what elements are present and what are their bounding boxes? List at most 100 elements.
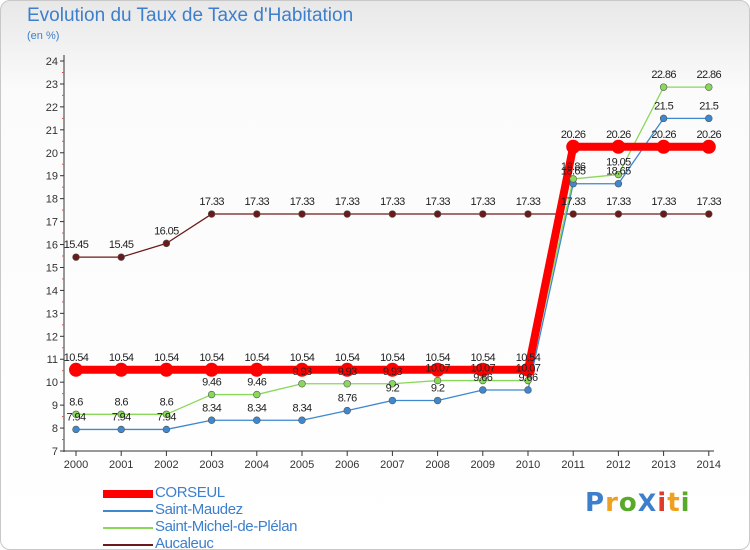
data-point-aucaleuc (72, 253, 80, 261)
y-tick-label: 8 (52, 423, 58, 435)
data-label-saint-michel-de-pl-lan: 19.05 (606, 157, 631, 169)
legend-label: Aucaleuc (155, 535, 214, 550)
data-point-corseul (204, 362, 219, 377)
data-label-corseul: 10.54 (109, 352, 134, 364)
x-tick-label: 2003 (199, 459, 223, 471)
data-label-corseul: 10.54 (380, 352, 405, 364)
legend-swatch (103, 510, 153, 512)
y-tick-label: 9 (52, 400, 58, 412)
y-tick-label: 12 (46, 331, 58, 343)
data-label-corseul: 10.54 (199, 352, 224, 364)
data-label-aucaleuc: 17.33 (380, 196, 405, 208)
data-point-saint-michel-de-pl-lan (298, 380, 306, 388)
data-label-aucaleuc: 17.33 (651, 196, 676, 208)
data-point-corseul (114, 362, 129, 377)
data-point-corseul (701, 139, 716, 154)
data-label-saint-michel-de-pl-lan: 10.07 (425, 363, 450, 375)
data-label-corseul: 10.54 (335, 352, 360, 364)
data-label-aucaleuc: 17.33 (290, 196, 315, 208)
x-tick-label: 2002 (154, 459, 178, 471)
data-label-aucaleuc: 17.33 (516, 196, 541, 208)
data-label-saint-maudez: 8.34 (292, 402, 311, 414)
x-tick-label: 2000 (64, 459, 88, 471)
data-point-saint-michel-de-pl-lan (207, 390, 216, 399)
unit-label: (en %) (27, 30, 60, 42)
data-point-saint-maudez (659, 114, 668, 123)
data-label-aucaleuc: 15.45 (64, 239, 89, 251)
data-label-aucaleuc: 17.33 (335, 196, 360, 208)
logo-letter: i (680, 488, 691, 518)
data-point-saint-maudez (343, 406, 351, 415)
data-point-saint-maudez (388, 396, 397, 405)
data-label-saint-michel-de-pl-lan: 9.46 (247, 377, 266, 389)
data-point-corseul (566, 139, 581, 154)
data-point-saint-maudez (72, 425, 80, 434)
data-point-saint-maudez (614, 180, 623, 188)
data-point-corseul (249, 362, 264, 377)
y-tick-label: 23 (46, 79, 58, 91)
logo-letter: t (667, 488, 681, 518)
data-label-saint-maudez: 7.94 (66, 411, 85, 423)
data-point-saint-michel-de-pl-lan (253, 390, 261, 399)
data-label-aucaleuc: 16.05 (154, 225, 179, 237)
data-point-aucaleuc (479, 210, 487, 218)
data-point-saint-maudez (524, 386, 532, 394)
data-label-saint-michel-de-pl-lan: 22.86 (651, 69, 676, 81)
data-label-saint-michel-de-pl-lan: 9.46 (202, 377, 221, 389)
data-label-corseul: 10.54 (516, 352, 541, 364)
series-line-corseul (76, 142, 709, 374)
data-label-corseul: 10.54 (245, 352, 270, 364)
x-tick-label: 2011 (561, 459, 585, 471)
data-label-saint-michel-de-pl-lan: 18.86 (561, 161, 586, 173)
data-point-aucaleuc (162, 239, 171, 248)
data-point-corseul (430, 362, 445, 377)
data-label-corseul: 20.26 (651, 129, 676, 141)
data-point-aucaleuc (614, 210, 623, 218)
data-label-saint-maudez: 21.5 (699, 100, 718, 112)
data-label-saint-michel-de-pl-lan: 8.6 (160, 396, 174, 408)
logo-letter: r (605, 488, 619, 518)
data-label-saint-maudez: 7.94 (112, 411, 131, 423)
data-point-aucaleuc (298, 210, 306, 218)
x-tick-label: 2006 (335, 459, 359, 471)
data-point-aucaleuc (659, 210, 668, 218)
y-tick-label: 20 (46, 148, 58, 160)
x-tick-label: 2013 (651, 459, 675, 471)
x-tick-label: 2009 (471, 459, 495, 471)
data-label-corseul: 20.26 (561, 129, 586, 141)
data-label-corseul: 10.54 (425, 352, 450, 364)
data-point-saint-maudez (705, 114, 713, 123)
legend-swatch (103, 527, 153, 529)
data-label-saint-maudez: 8.34 (202, 402, 221, 414)
data-point-aucaleuc (433, 210, 442, 218)
y-tick-label: 17 (46, 217, 58, 229)
data-point-saint-michel-de-pl-lan (524, 376, 532, 385)
data-point-aucaleuc (253, 210, 261, 218)
x-tick-label: 2008 (425, 459, 449, 471)
y-tick-label: 21 (46, 125, 58, 137)
data-label-saint-maudez: 21.5 (654, 100, 673, 112)
proxiti-logo: ProXiti (585, 488, 691, 518)
data-point-corseul (295, 362, 309, 377)
data-point-saint-michel-de-pl-lan (72, 410, 80, 418)
x-tick-label: 2014 (697, 459, 721, 471)
data-point-saint-michel-de-pl-lan (479, 376, 487, 385)
data-point-corseul (385, 362, 400, 377)
x-tick-label: 2004 (245, 459, 269, 471)
x-tick-label: 2012 (606, 459, 630, 471)
data-label-corseul: 10.54 (154, 352, 179, 364)
data-label-corseul: 20.26 (606, 129, 631, 141)
data-point-saint-maudez (162, 425, 171, 434)
y-tick-label: 16 (46, 240, 58, 252)
y-tick-label: 15 (46, 262, 58, 274)
legend-label: Saint-Maudez (155, 501, 243, 518)
data-label-corseul: 20.26 (697, 129, 722, 141)
data-label-saint-maudez: 9.66 (518, 372, 537, 384)
data-label-saint-michel-de-pl-lan: 9.93 (292, 366, 311, 378)
data-label-saint-maudez: 9.2 (386, 383, 400, 395)
chart-title: Evolution du Taux de Taxe d'Habitation (27, 5, 354, 26)
data-label-aucaleuc: 17.33 (471, 196, 496, 208)
data-label-aucaleuc: 17.33 (606, 196, 631, 208)
data-label-corseul: 10.54 (64, 352, 89, 364)
